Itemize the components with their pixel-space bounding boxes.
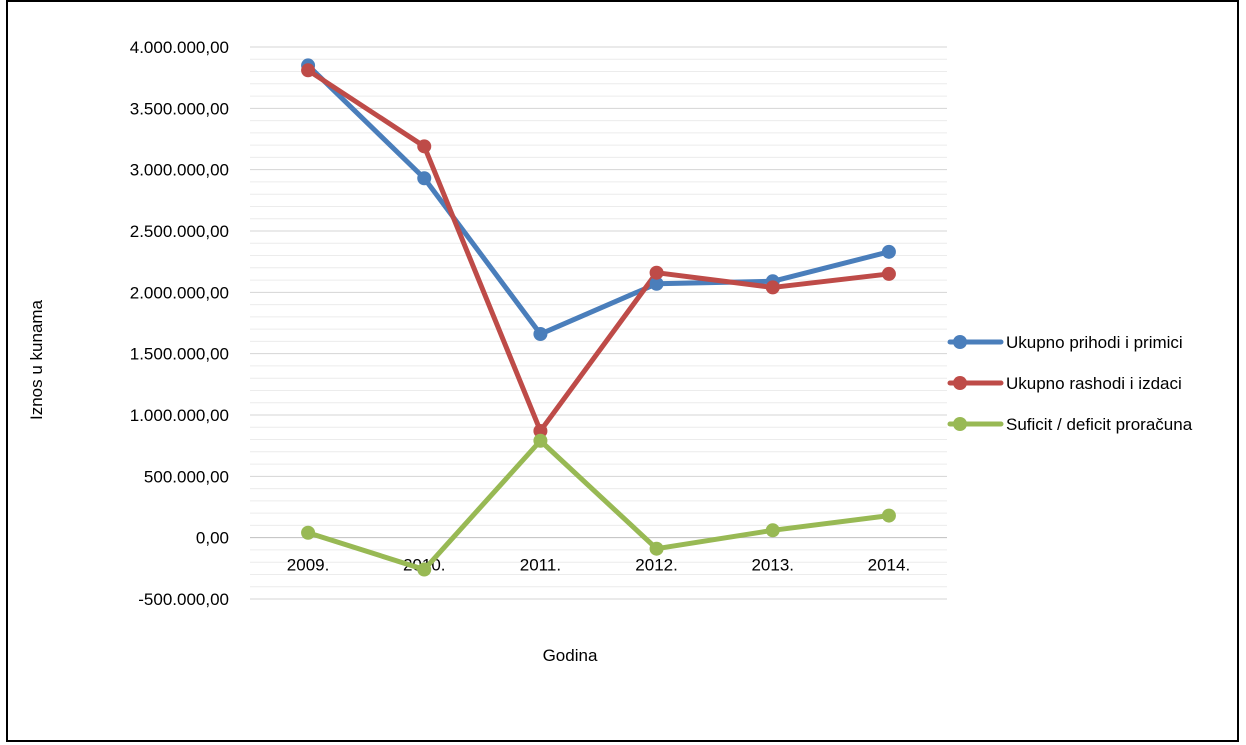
x-tick-label: 2014. <box>868 556 911 575</box>
series-3-point <box>301 525 316 540</box>
series-2-point <box>533 423 548 438</box>
legend: Ukupno prihodi i primici Ukupno rashodi i… <box>947 333 1193 434</box>
series-3-point <box>649 541 664 556</box>
series-line-3 <box>305 438 892 573</box>
series-line-1 <box>305 62 892 337</box>
x-tick-label: 2013. <box>751 556 794 575</box>
y-axis-tick-labels: -500.000,00 0,00 500.000,00 1.000.000,00 1.5… <box>130 38 229 609</box>
chart-frame <box>6 0 1239 742</box>
y-tick-label: 3.500.000,00 <box>130 99 229 118</box>
series-2-point <box>301 63 316 78</box>
legend-marker <box>953 417 967 431</box>
x-axis-title: Godina <box>543 646 598 665</box>
series-1-point <box>881 244 896 259</box>
y-tick-label: 3.000.000,00 <box>130 161 229 180</box>
legend-label: Suficit / deficit proračuna <box>1006 415 1193 434</box>
y-tick-label: 2.500.000,00 <box>130 222 229 241</box>
series-3-point <box>765 523 780 538</box>
series-2-point <box>417 139 432 154</box>
x-tick-label: 2012. <box>635 556 678 575</box>
legend-label: Ukupno rashodi i izdaci <box>1006 374 1182 393</box>
series-1-point <box>533 327 548 342</box>
series-lines <box>305 62 892 573</box>
legend-label: Ukupno prihodi i primici <box>1006 333 1183 352</box>
x-tick-label: 2011. <box>520 556 561 575</box>
series-3-point <box>417 562 432 577</box>
series-2-point <box>649 265 664 280</box>
y-tick-label: 1.500.000,00 <box>130 345 229 364</box>
major-gridlines <box>250 46 947 600</box>
series-line-2 <box>305 67 892 434</box>
y-tick-label: 2.000.000,00 <box>130 283 229 302</box>
y-tick-label: -500.000,00 <box>138 590 229 609</box>
x-axis-tick-labels: 2009.2010.2011.2012.2013.2014. <box>287 556 910 575</box>
series-1-point <box>417 171 432 186</box>
y-axis-title: Iznos u kunama <box>27 299 46 420</box>
y-tick-label: 500.000,00 <box>144 467 229 486</box>
series-3-point <box>881 508 896 523</box>
legend-marker <box>953 376 967 390</box>
y-tick-label: 1.000.000,00 <box>130 406 229 425</box>
y-tick-label: 4.000.000,00 <box>130 38 229 57</box>
series-3-point <box>533 433 548 448</box>
x-tick-label: 2009. <box>287 556 330 575</box>
minor-gridlines <box>250 58 947 588</box>
y-tick-label: 0,00 <box>196 529 229 548</box>
series-points <box>301 58 896 577</box>
series-2-point <box>881 266 896 281</box>
legend-marker <box>953 335 967 349</box>
series-1-point <box>649 276 664 291</box>
series-2-point <box>765 280 780 295</box>
